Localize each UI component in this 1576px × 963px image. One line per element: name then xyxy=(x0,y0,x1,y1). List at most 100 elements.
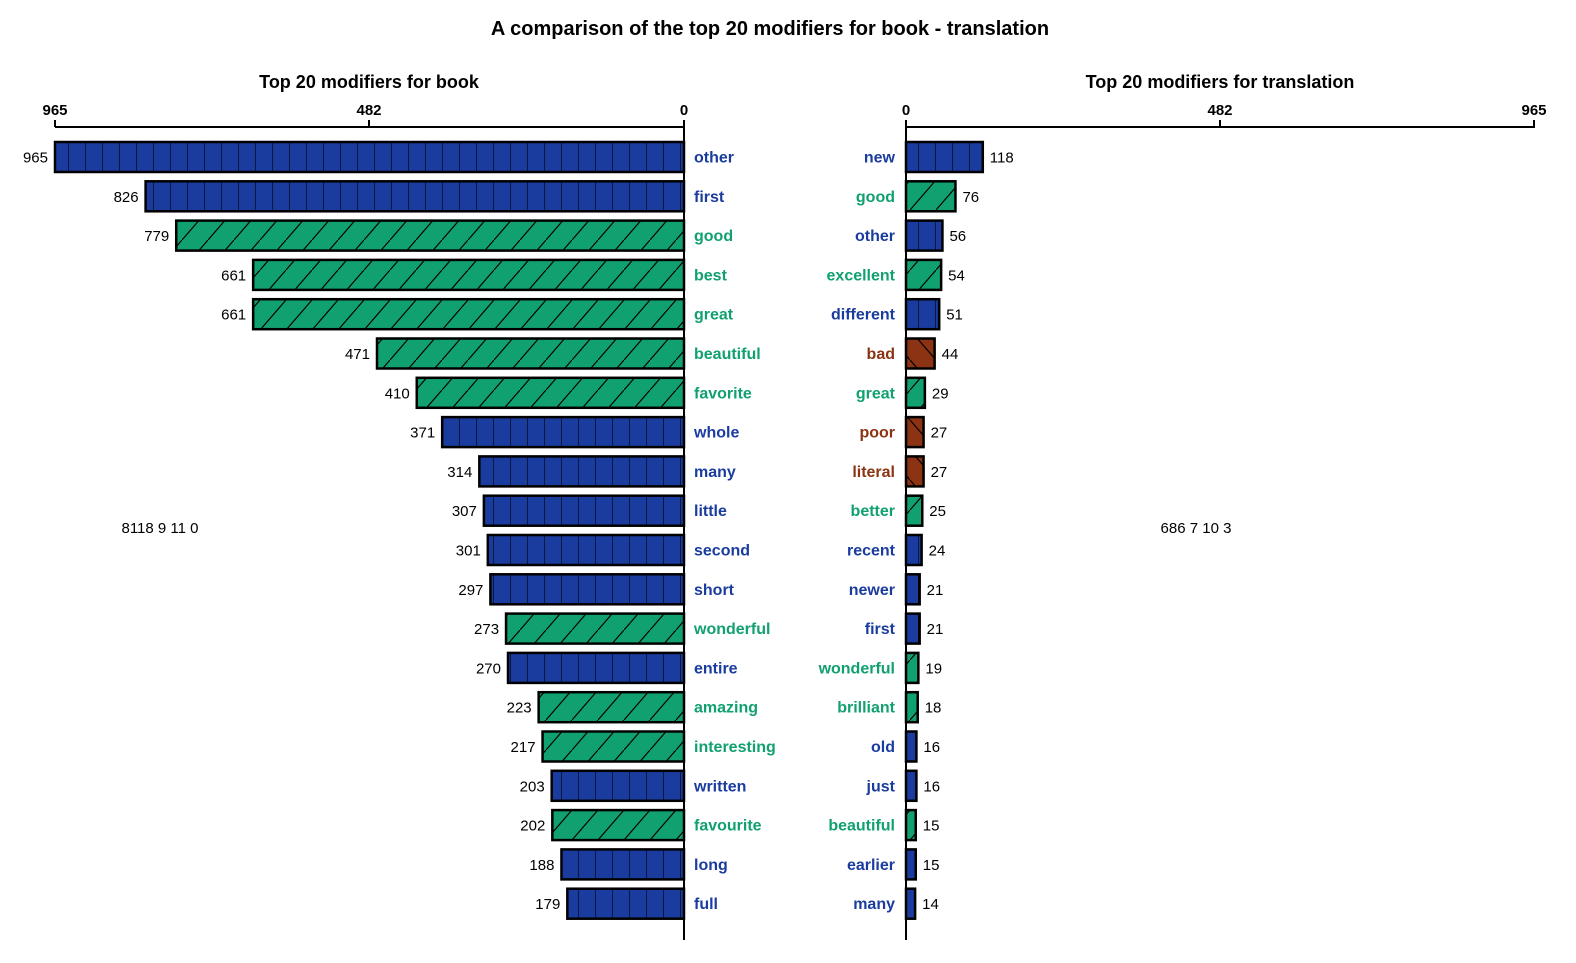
translation-bar-first xyxy=(904,612,921,645)
translation-category-label: wonderful xyxy=(818,660,895,677)
translation-bar-good xyxy=(904,180,957,213)
translation-value-label: 21 xyxy=(927,582,944,599)
translation-value-label: 16 xyxy=(923,778,940,795)
book-category-label: good xyxy=(694,228,733,245)
left-tick-label-zero: 0 xyxy=(680,102,688,119)
book-value-label: 217 xyxy=(511,739,536,756)
book-category-label: short xyxy=(694,582,735,599)
book-value-label: 410 xyxy=(385,385,410,402)
book-category-label: interesting xyxy=(694,739,776,756)
book-category-label: great xyxy=(694,307,734,324)
translation-value-label: 21 xyxy=(927,621,944,638)
book-category-label: second xyxy=(694,543,750,560)
book-value-label: 223 xyxy=(507,700,532,717)
book-category-label: best xyxy=(694,267,728,284)
book-value-label: 297 xyxy=(458,582,483,599)
translation-bar-brilliant xyxy=(904,690,919,724)
book-category-label: written xyxy=(693,778,746,795)
book-value-label: 188 xyxy=(529,857,554,874)
book-bar-great xyxy=(251,297,686,331)
book-value-label: 270 xyxy=(476,660,501,677)
book-bar-favourite xyxy=(551,808,686,842)
translation-category-label: excellent xyxy=(827,267,896,284)
book-bar-amazing xyxy=(537,690,686,724)
book-bar-wonderful xyxy=(504,612,686,645)
translation-category-label: first xyxy=(865,621,896,638)
book-value-label: 307 xyxy=(452,503,477,520)
book-bar-best xyxy=(251,258,686,292)
book-bar-entire xyxy=(506,651,686,685)
book-value-label: 661 xyxy=(221,267,246,284)
translation-value-label: 27 xyxy=(931,425,948,442)
translation-value-label: 16 xyxy=(923,739,940,756)
book-category-label: other xyxy=(694,150,734,167)
translation-category-label: great xyxy=(856,385,896,402)
translation-category-label: better xyxy=(851,503,895,520)
translation-bar-just xyxy=(904,769,918,803)
right-tick-label-mid: 482 xyxy=(1207,102,1232,119)
translation-bar-new xyxy=(904,140,985,174)
book-bar-beautiful xyxy=(375,337,686,370)
book-category-label: beautiful xyxy=(694,346,761,363)
book-bar-other xyxy=(53,140,686,174)
book-value-label: 179 xyxy=(535,896,560,913)
left-tick-label-mid: 482 xyxy=(356,102,381,119)
translation-bar-wonderful xyxy=(904,651,920,685)
book-bar-short xyxy=(489,573,686,606)
book-bar-favorite xyxy=(415,376,686,410)
translation-bar-literal xyxy=(904,455,925,488)
book-value-label: 202 xyxy=(520,818,545,835)
translation-value-label: 18 xyxy=(925,700,942,717)
book-value-label: 661 xyxy=(221,307,246,324)
book-bar-long xyxy=(560,848,686,881)
book-bar-interesting xyxy=(541,730,686,763)
book-category-label: favorite xyxy=(694,385,752,402)
translation-category-label: many xyxy=(853,896,895,913)
book-value-label: 273 xyxy=(474,621,499,638)
translation-value-label: 56 xyxy=(949,228,966,245)
translation-category-label: newer xyxy=(849,582,895,599)
book-value-label: 779 xyxy=(144,228,169,245)
right-summary-text: 686 7 10 3 xyxy=(1161,520,1232,537)
book-bar-first xyxy=(144,180,686,213)
left-bars-group: 965 other 826 first 779 good 661 best 661 great 47… xyxy=(23,140,776,920)
book-value-label: 371 xyxy=(410,425,435,442)
translation-value-label: 14 xyxy=(922,896,939,913)
book-category-label: full xyxy=(694,896,718,913)
translation-category-label: just xyxy=(866,778,896,795)
translation-category-label: old xyxy=(871,739,895,756)
translation-value-label: 76 xyxy=(962,189,979,206)
translation-bar-earlier xyxy=(904,848,918,881)
translation-value-label: 15 xyxy=(923,857,940,874)
translation-value-label: 19 xyxy=(925,660,942,677)
book-category-label: amazing xyxy=(694,700,758,717)
translation-category-label: good xyxy=(856,189,895,206)
book-category-label: little xyxy=(694,503,727,520)
translation-value-label: 29 xyxy=(932,385,949,402)
translation-value-label: 24 xyxy=(929,543,946,560)
book-bar-little xyxy=(482,494,686,527)
translation-value-label: 25 xyxy=(929,503,946,520)
right-panel-title: Top 20 modifiers for translation xyxy=(1086,72,1355,92)
translation-value-label: 54 xyxy=(948,267,965,284)
right-tick-label-max: 965 xyxy=(1521,102,1546,119)
translation-value-label: 118 xyxy=(990,150,1014,167)
right-bars-group: 118 new 76 good 56 other 54 excellent 51 differen… xyxy=(818,140,1014,920)
book-category-label: wonderful xyxy=(693,621,770,638)
book-value-label: 301 xyxy=(456,543,481,560)
translation-category-label: bad xyxy=(867,346,895,363)
left-summary-text: 8118 9 11 0 xyxy=(121,520,198,537)
left-panel-title: Top 20 modifiers for book xyxy=(259,72,480,92)
book-category-label: entire xyxy=(694,660,738,677)
book-category-label: many xyxy=(694,464,736,481)
book-value-label: 471 xyxy=(345,346,370,363)
book-value-label: 965 xyxy=(23,150,48,167)
translation-value-label: 27 xyxy=(931,464,948,481)
book-category-label: favourite xyxy=(694,818,762,835)
translation-bar-recent xyxy=(904,533,923,567)
translation-bar-poor xyxy=(904,415,925,449)
translation-bar-great xyxy=(904,376,927,410)
translation-bar-many xyxy=(904,887,917,920)
translation-value-label: 51 xyxy=(946,307,963,324)
